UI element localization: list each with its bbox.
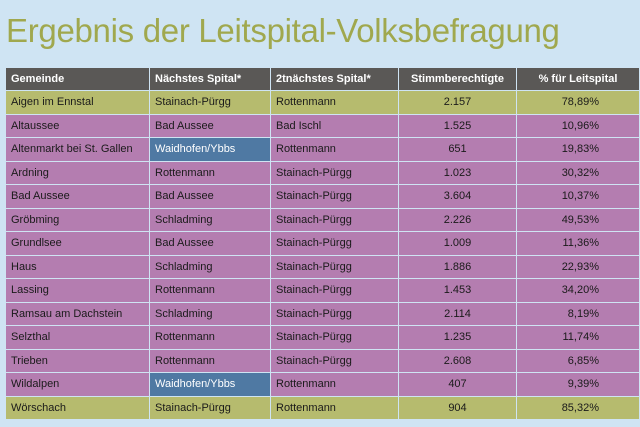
cell-prozent: 11,74% bbox=[517, 326, 639, 349]
cell-gemeinde: Ramsau am Dachstein bbox=[6, 302, 149, 325]
cell-stimmberechtigte: 1.235 bbox=[399, 326, 516, 349]
cell-spital1: Rottenmann bbox=[150, 326, 270, 349]
cell-gemeinde: Selzthal bbox=[6, 326, 149, 349]
cell-prozent: 10,96% bbox=[517, 114, 639, 137]
cell-stimmberechtigte: 2.114 bbox=[399, 302, 516, 325]
cell-spital1: Schladming bbox=[150, 208, 270, 231]
cell-gemeinde: Aigen im Ennstal bbox=[6, 91, 149, 114]
cell-prozent: 34,20% bbox=[517, 279, 639, 302]
cell-stimmberechtigte: 3.604 bbox=[399, 185, 516, 208]
page-title: Ergebnis der Leitspital-Volksbefragung bbox=[6, 12, 560, 49]
cell-spital1: Rottenmann bbox=[150, 161, 270, 184]
cell-prozent: 9,39% bbox=[517, 373, 639, 396]
table-header-row: Gemeinde Nächstes Spital* 2tnächstes Spi… bbox=[6, 68, 639, 90]
cell-prozent: 10,37% bbox=[517, 185, 639, 208]
cell-prozent: 19,83% bbox=[517, 138, 639, 161]
table-row: Wildalpen Waidhofen/Ybbs Rottenmann 407 … bbox=[6, 373, 639, 396]
cell-spital2: Rottenmann bbox=[271, 396, 398, 419]
cell-gemeinde: Ardning bbox=[6, 161, 149, 184]
table-row: Selzthal Rottenmann Stainach-Pürgg 1.235… bbox=[6, 326, 639, 349]
table-row: Gröbming Schladming Stainach-Pürgg 2.226… bbox=[6, 208, 639, 231]
cell-gemeinde: Bad Aussee bbox=[6, 185, 149, 208]
cell-spital2: Rottenmann bbox=[271, 373, 398, 396]
cell-stimmberechtigte: 651 bbox=[399, 138, 516, 161]
table-row: Ardning Rottenmann Stainach-Pürgg 1.023 … bbox=[6, 161, 639, 184]
cell-spital2: Rottenmann bbox=[271, 138, 398, 161]
cell-stimmberechtigte: 2.157 bbox=[399, 91, 516, 114]
cell-spital2: Stainach-Pürgg bbox=[271, 255, 398, 278]
cell-spital1: Rottenmann bbox=[150, 279, 270, 302]
cell-spital1: Rottenmann bbox=[150, 349, 270, 372]
table-row: Lassing Rottenmann Stainach-Pürgg 1.453 … bbox=[6, 279, 639, 302]
cell-stimmberechtigte: 2.608 bbox=[399, 349, 516, 372]
table-row: Altenmarkt bei St. Gallen Waidhofen/Ybbs… bbox=[6, 138, 639, 161]
cell-spital2: Stainach-Pürgg bbox=[271, 326, 398, 349]
cell-spital1: Schladming bbox=[150, 302, 270, 325]
cell-spital1: Schladming bbox=[150, 255, 270, 278]
cell-prozent: 8,19% bbox=[517, 302, 639, 325]
cell-prozent: 22,93% bbox=[517, 255, 639, 278]
cell-spital1: Waidhofen/Ybbs bbox=[150, 373, 270, 396]
table-row: Haus Schladming Stainach-Pürgg 1.886 22,… bbox=[6, 255, 639, 278]
cell-gemeinde: Wörschach bbox=[6, 396, 149, 419]
header-prozent-leitspital: % für Leitspital bbox=[517, 68, 639, 90]
cell-gemeinde: Gröbming bbox=[6, 208, 149, 231]
cell-stimmberechtigte: 1.525 bbox=[399, 114, 516, 137]
header-stimmberechtigte: Stimmberechtigte bbox=[399, 68, 516, 90]
cell-gemeinde: Wildalpen bbox=[6, 373, 149, 396]
cell-spital1: Stainach-Pürgg bbox=[150, 91, 270, 114]
cell-stimmberechtigte: 1.023 bbox=[399, 161, 516, 184]
header-naechstes-spital: Nächstes Spital* bbox=[150, 68, 270, 90]
cell-spital1: Waidhofen/Ybbs bbox=[150, 138, 270, 161]
cell-stimmberechtigte: 2.226 bbox=[399, 208, 516, 231]
table-row: Bad Aussee Bad Aussee Stainach-Pürgg 3.6… bbox=[6, 185, 639, 208]
results-table: Gemeinde Nächstes Spital* 2tnächstes Spi… bbox=[5, 67, 640, 420]
cell-prozent: 85,32% bbox=[517, 396, 639, 419]
cell-gemeinde: Trieben bbox=[6, 349, 149, 372]
cell-spital2: Stainach-Pürgg bbox=[271, 279, 398, 302]
table-row: Altaussee Bad Aussee Bad Ischl 1.525 10,… bbox=[6, 114, 639, 137]
cell-stimmberechtigte: 904 bbox=[399, 396, 516, 419]
table-row: Aigen im Ennstal Stainach-Pürgg Rottenma… bbox=[6, 91, 639, 114]
cell-stimmberechtigte: 1.453 bbox=[399, 279, 516, 302]
cell-prozent: 6,85% bbox=[517, 349, 639, 372]
cell-spital1: Bad Aussee bbox=[150, 114, 270, 137]
cell-gemeinde: Lassing bbox=[6, 279, 149, 302]
cell-prozent: 49,53% bbox=[517, 208, 639, 231]
table-row: Ramsau am Dachstein Schladming Stainach-… bbox=[6, 302, 639, 325]
table-row: Trieben Rottenmann Stainach-Pürgg 2.608 … bbox=[6, 349, 639, 372]
cell-spital2: Stainach-Pürgg bbox=[271, 161, 398, 184]
cell-spital2: Stainach-Pürgg bbox=[271, 349, 398, 372]
cell-prozent: 30,32% bbox=[517, 161, 639, 184]
cell-gemeinde: Grundlsee bbox=[6, 232, 149, 255]
cell-stimmberechtigte: 1.886 bbox=[399, 255, 516, 278]
cell-prozent: 11,36% bbox=[517, 232, 639, 255]
header-gemeinde: Gemeinde bbox=[6, 68, 149, 90]
cell-spital2: Rottenmann bbox=[271, 91, 398, 114]
cell-stimmberechtigte: 1.009 bbox=[399, 232, 516, 255]
cell-spital2: Stainach-Pürgg bbox=[271, 185, 398, 208]
cell-gemeinde: Haus bbox=[6, 255, 149, 278]
cell-stimmberechtigte: 407 bbox=[399, 373, 516, 396]
cell-spital2: Stainach-Pürgg bbox=[271, 208, 398, 231]
cell-spital2: Bad Ischl bbox=[271, 114, 398, 137]
header-zweitnaechstes-spital: 2tnächstes Spital* bbox=[271, 68, 398, 90]
cell-prozent: 78,89% bbox=[517, 91, 639, 114]
cell-spital2: Stainach-Pürgg bbox=[271, 302, 398, 325]
table-row: Wörschach Stainach-Pürgg Rottenmann 904 … bbox=[6, 396, 639, 419]
cell-gemeinde: Altenmarkt bei St. Gallen bbox=[6, 138, 149, 161]
cell-spital2: Stainach-Pürgg bbox=[271, 232, 398, 255]
cell-spital1: Stainach-Pürgg bbox=[150, 396, 270, 419]
cell-spital1: Bad Aussee bbox=[150, 232, 270, 255]
table-row: Grundlsee Bad Aussee Stainach-Pürgg 1.00… bbox=[6, 232, 639, 255]
cell-gemeinde: Altaussee bbox=[6, 114, 149, 137]
cell-spital1: Bad Aussee bbox=[150, 185, 270, 208]
